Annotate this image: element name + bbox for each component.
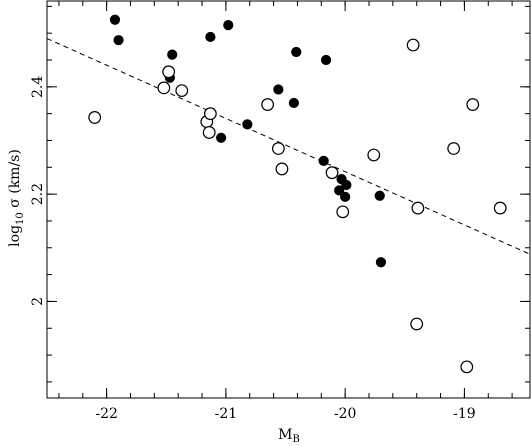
- major-ticks: [47, 1, 530, 398]
- open-data-point: [271, 142, 285, 155]
- filled-data-point: [341, 179, 352, 191]
- open-data-point: [325, 166, 339, 180]
- open-data-point: [406, 38, 420, 52]
- filled-data-point: [288, 97, 299, 109]
- filled-data-point: [167, 49, 178, 60]
- plot-border: [46, 0, 531, 399]
- fit-line: [46, 38, 531, 255]
- x-tick-label: -19: [453, 406, 476, 422]
- x-axis-label-subscript: B: [292, 434, 299, 445]
- open-data-point: [88, 111, 102, 124]
- y-tick-label: 2.2: [30, 183, 46, 205]
- minor-ticks: [47, 1, 530, 398]
- y-axis-label-subscript: 10: [15, 212, 26, 225]
- open-data-point: [203, 107, 217, 121]
- filled-data-point: [320, 54, 332, 66]
- open-data-point: [261, 98, 275, 111]
- filled-data-point: [375, 257, 387, 268]
- open-data-point: [202, 126, 216, 139]
- filled-data-point: [223, 20, 234, 31]
- filled-data-point: [216, 132, 227, 143]
- points-layer: [88, 14, 507, 374]
- open-data-point: [367, 148, 381, 162]
- open-data-point: [447, 142, 461, 155]
- filled-data-point: [242, 119, 253, 130]
- x-axis-label: MB: [278, 427, 300, 445]
- y-axis-label: log10 σ (km/s): [7, 149, 26, 247]
- filled-data-point: [205, 31, 216, 43]
- open-data-point: [175, 84, 189, 97]
- x-axis-label-main: M: [278, 427, 292, 443]
- filled-data-point: [334, 185, 345, 196]
- x-tick-label: -21: [215, 406, 238, 422]
- filled-data-point: [113, 35, 124, 46]
- open-data-point: [466, 98, 480, 111]
- x-tick-label: -22: [95, 406, 118, 422]
- filled-data-point: [109, 14, 121, 25]
- open-data-point: [336, 205, 350, 219]
- y-axis-label-rest: σ (km/s): [7, 149, 23, 212]
- filled-data-point: [374, 190, 385, 201]
- filled-data-point: [291, 46, 302, 58]
- open-data-point: [162, 65, 176, 79]
- x-tick-label: -20: [334, 406, 357, 422]
- open-data-point: [493, 201, 507, 215]
- open-data-point: [157, 81, 171, 95]
- filled-data-point: [273, 84, 284, 95]
- plot-frame: [46, 0, 531, 399]
- tick-labels: -22 -21 -20 -19 2 2.2 2.4: [30, 76, 476, 422]
- filled-data-point: [318, 155, 329, 166]
- y-axis-label-main: log: [7, 225, 23, 247]
- open-data-point: [460, 360, 474, 374]
- filled-data-point: [340, 191, 351, 202]
- y-tick-label: 2.4: [30, 76, 46, 98]
- fit-line-layer: [46, 38, 531, 255]
- open-data-point: [411, 201, 425, 215]
- open-data-point: [275, 162, 289, 176]
- y-tick-label: 2: [30, 297, 46, 306]
- open-data-point: [410, 317, 424, 331]
